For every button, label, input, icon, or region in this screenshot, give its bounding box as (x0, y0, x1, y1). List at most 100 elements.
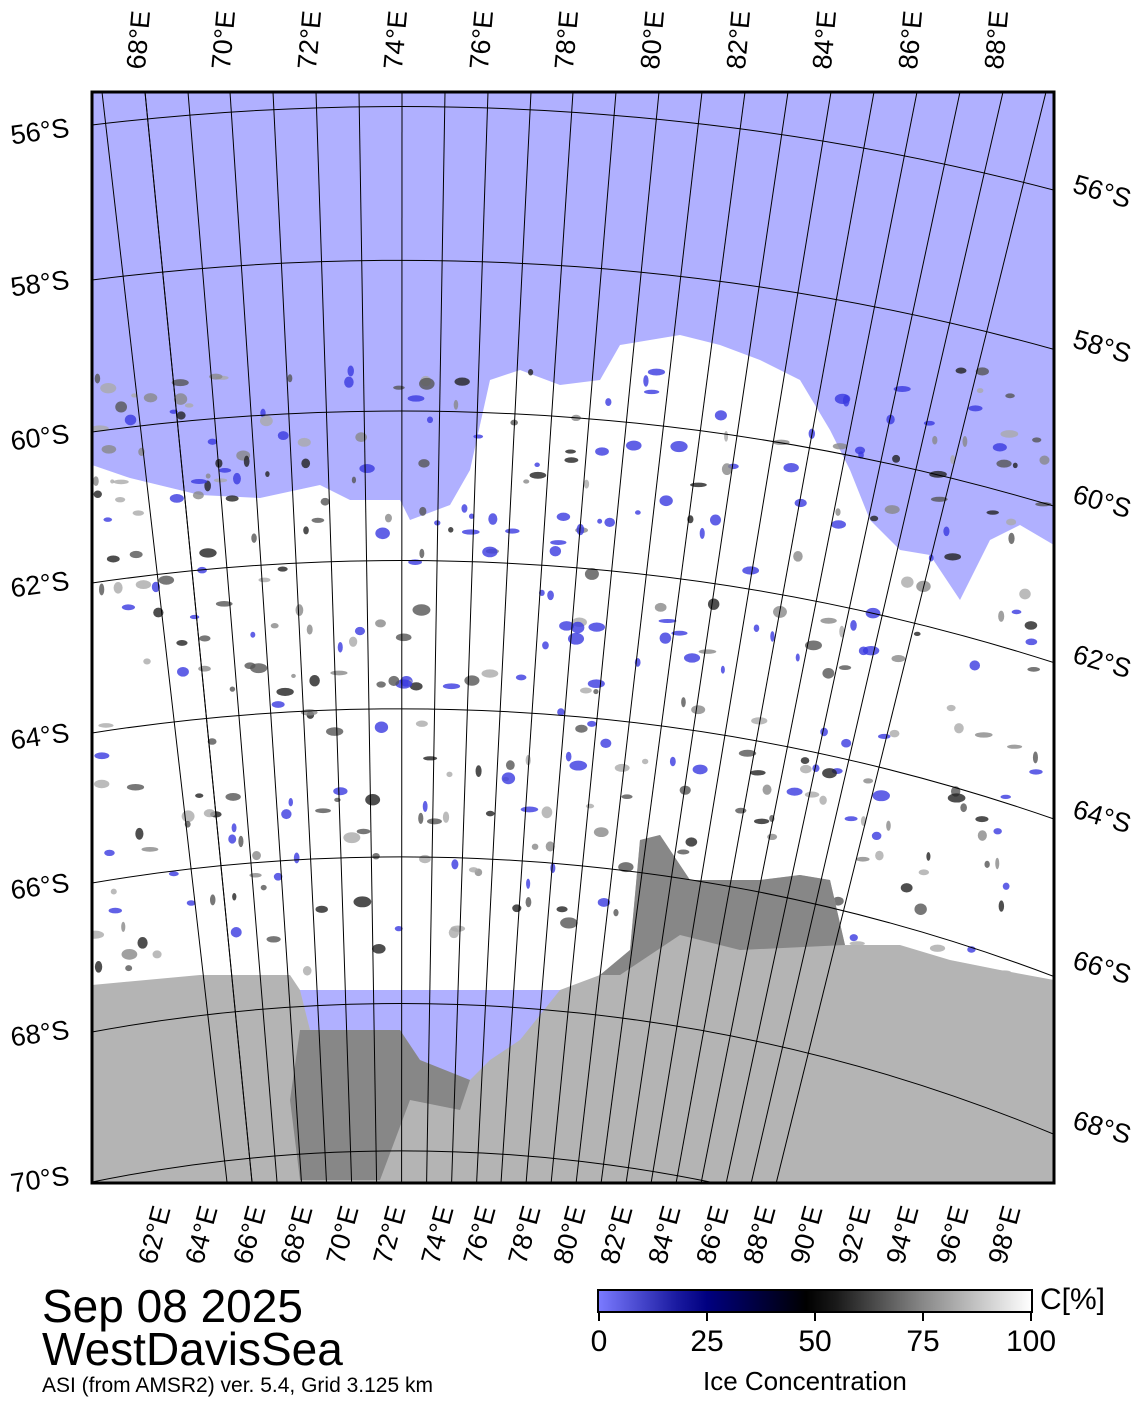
ice-patch (634, 510, 641, 515)
ice-patch (975, 816, 989, 823)
ice-patch (113, 479, 129, 485)
ice-patch (354, 626, 366, 636)
ice-patch (832, 443, 848, 450)
ice-patch (169, 494, 184, 503)
colorbar-tick (598, 1311, 600, 1321)
ice-patch (984, 860, 990, 868)
ice-patch (523, 479, 530, 484)
map-frame (90, 90, 1056, 1185)
ice-patch (872, 790, 890, 802)
longitude-line (187, 92, 278, 1183)
ice-patch (260, 884, 267, 891)
ice-patch (356, 828, 371, 835)
ice-patch (875, 850, 884, 861)
ice-patch (126, 783, 145, 791)
ice-patch (92, 930, 105, 939)
ice-patch (315, 905, 328, 913)
ice-patch (129, 550, 143, 559)
ice-patch (113, 582, 123, 594)
ice-patch (613, 908, 619, 917)
ice-patch (231, 823, 237, 833)
ice-patch (243, 455, 250, 468)
ice-patch (103, 517, 113, 522)
ice-patch (303, 526, 309, 535)
longitude-line (358, 92, 378, 1183)
ice-patch (218, 468, 232, 473)
ice-patch (372, 852, 380, 860)
ice-patch (132, 510, 145, 516)
ice-patch (100, 382, 117, 394)
ice-patch (1032, 751, 1038, 764)
ice-patch (962, 435, 968, 448)
ice-patch (442, 811, 450, 823)
latitude-line (92, 259, 1054, 350)
longitude-line (575, 92, 703, 1183)
ice-patch (181, 810, 195, 823)
ice-patch (426, 818, 442, 825)
ice-patch (659, 495, 673, 507)
ice-patch (501, 772, 516, 785)
source-info: ASI (from AMSR2) ver. 5.4, Grid 3.125 km (42, 1374, 433, 1397)
ice-patch (677, 849, 690, 855)
ice-patch (337, 641, 343, 653)
ice-patch (233, 472, 241, 485)
ice-patch (108, 907, 122, 914)
ice-patch (450, 925, 466, 932)
ice-patch (176, 639, 188, 646)
ice-patch (199, 635, 211, 642)
ice-patch (812, 764, 820, 773)
ice-patch (315, 808, 331, 814)
ice-patch (415, 720, 428, 727)
longitude-line (700, 92, 918, 1183)
latitude-line (92, 708, 1054, 820)
latitude-line (92, 106, 1054, 191)
ice-patch (1008, 532, 1015, 545)
ice-patch (309, 675, 320, 687)
ice-patch (914, 903, 927, 915)
ice-patch (475, 765, 482, 777)
ice-patch (143, 393, 158, 403)
ice-patch (564, 457, 579, 463)
longitude-line (272, 92, 327, 1183)
ice-patch (343, 832, 361, 844)
ice-patch (557, 708, 565, 716)
ice-patch (976, 388, 984, 394)
longitude-line (476, 92, 532, 1183)
ice-patch (121, 604, 136, 611)
ice-patch (819, 795, 827, 805)
ice-patch (709, 514, 722, 526)
ice-patch (228, 834, 237, 844)
ice-patch (311, 517, 325, 523)
top-longitude-label: 88°E (978, 9, 1015, 71)
colorbar-tick (1030, 1311, 1032, 1321)
ice-patch (698, 649, 717, 654)
ice-patch (767, 833, 778, 841)
ice-patch (98, 723, 114, 728)
ice-patch (946, 704, 956, 712)
ice-patch (215, 601, 233, 607)
ice-patch (625, 440, 642, 451)
ice-patch (804, 640, 822, 651)
ice-patch (204, 480, 211, 492)
colorbar-tick-label: 75 (906, 1325, 940, 1358)
longitude-line (775, 92, 1047, 1183)
ice-patch (446, 771, 453, 778)
longitude-line (229, 92, 302, 1183)
ice-patch (974, 732, 993, 738)
ice-patch (151, 581, 160, 593)
ice-patch (835, 508, 841, 516)
ice-patch (886, 414, 895, 425)
ice-patch (659, 632, 672, 644)
ice-patch (892, 454, 901, 463)
ice-patch (960, 803, 967, 813)
ice-patch (520, 806, 539, 813)
ice-patch (1000, 430, 1019, 438)
date-title: Sep 08 2025 (42, 1280, 303, 1332)
ice-patch (124, 414, 137, 426)
ice-patch (685, 837, 698, 847)
ice-patch (547, 590, 554, 601)
ice-patch (595, 447, 609, 456)
ice-patch (584, 568, 599, 580)
ice-patch (351, 476, 357, 484)
